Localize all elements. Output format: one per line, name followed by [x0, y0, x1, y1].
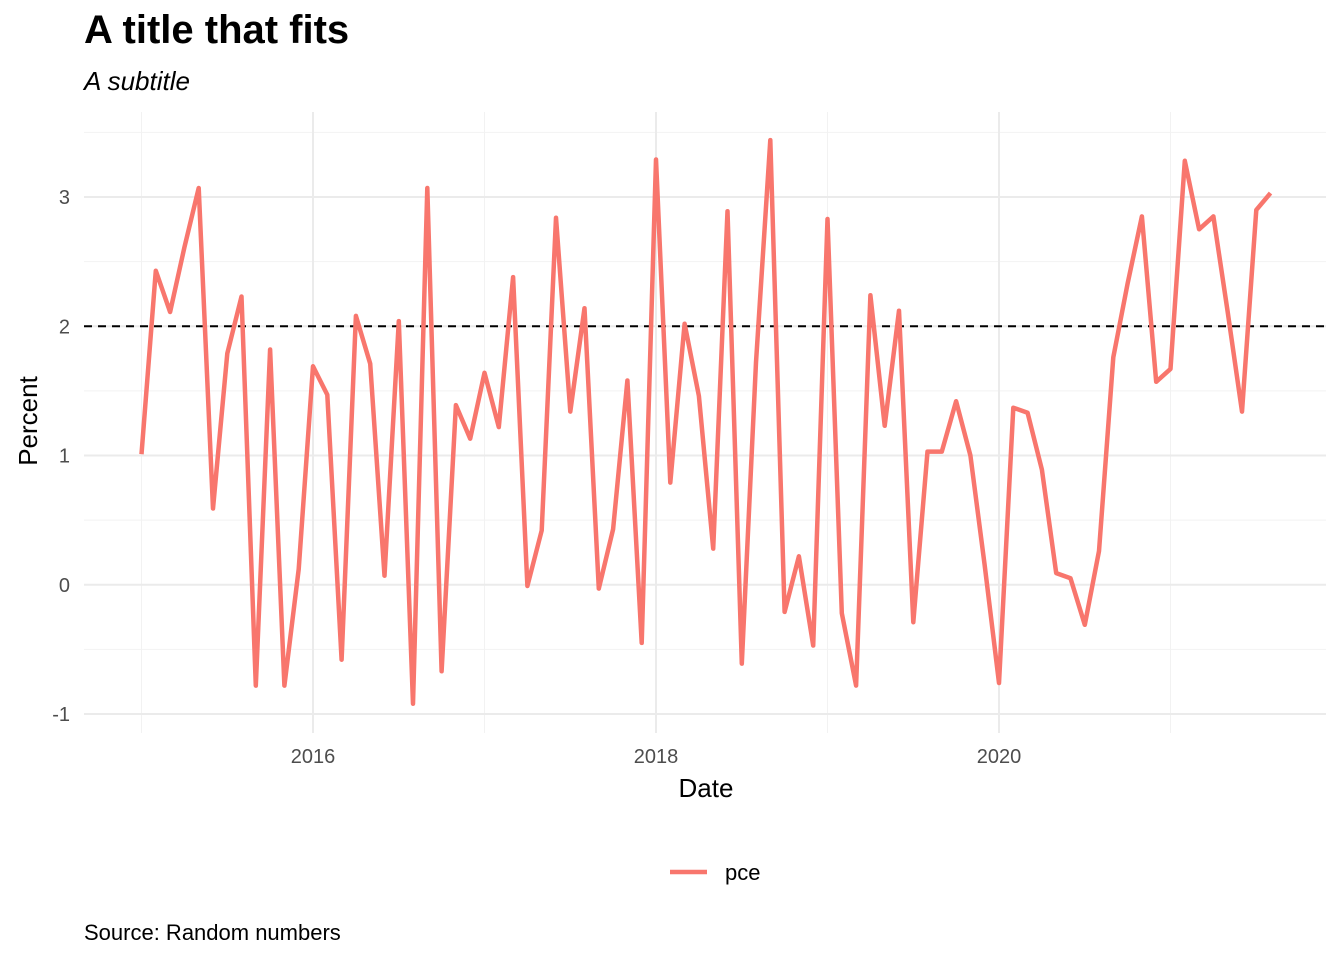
- x-axis-ticks: 2016 2018 2020: [291, 746, 1022, 768]
- y-tick-label: 2: [59, 316, 70, 338]
- legend: pce: [670, 860, 760, 885]
- y-tick-label: 0: [59, 575, 70, 597]
- y-axis-ticks: -1 0 1 2 3: [52, 187, 70, 726]
- y-tick-label: -1: [52, 704, 70, 726]
- series-layer: [139, 137, 1273, 706]
- y-tick-label: 1: [59, 446, 70, 468]
- chart-subtitle: A subtitle: [84, 66, 190, 96]
- y-axis-title: Percent: [13, 375, 43, 465]
- x-tick-label: 2016: [291, 746, 336, 768]
- chart-title: A title that fits: [84, 8, 350, 52]
- x-tick-label: 2020: [977, 746, 1022, 768]
- y-tick-label: 3: [59, 187, 70, 209]
- minor-gridlines: [84, 112, 1326, 733]
- x-axis-title: Date: [679, 773, 734, 803]
- x-tick-label: 2018: [634, 746, 679, 768]
- chart-caption: Source: Random numbers: [84, 920, 341, 945]
- legend-label-pce: pce: [725, 860, 760, 885]
- major-gridlines: [84, 112, 1326, 733]
- series-line-pce: [139, 137, 1273, 706]
